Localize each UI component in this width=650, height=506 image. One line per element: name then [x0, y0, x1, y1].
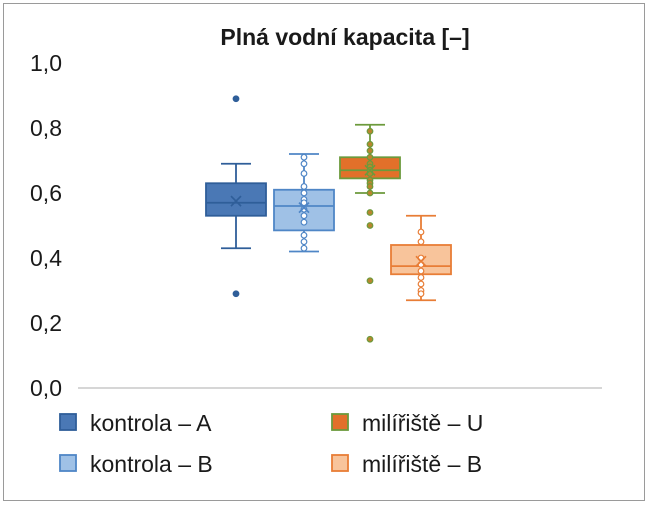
data-point	[366, 153, 374, 161]
data-point	[417, 228, 425, 236]
data-point	[366, 183, 374, 190]
data-point	[300, 199, 308, 207]
legend: kontrola – A kontrola – B milířiště – U mil…	[59, 410, 483, 477]
box-iqr	[205, 182, 267, 217]
legend-item: kontrola – B	[59, 451, 213, 477]
data-point	[300, 189, 308, 197]
data-point	[232, 95, 240, 103]
data-point	[300, 244, 308, 252]
data-point	[366, 189, 374, 197]
box-plot-2	[273, 153, 335, 253]
legend-swatch	[59, 454, 77, 472]
mean-marker	[364, 164, 376, 176]
data-point	[300, 205, 308, 213]
data-point	[300, 170, 308, 177]
data-point	[417, 267, 425, 275]
data-point	[300, 212, 308, 220]
legend-label: milířiště – U	[362, 410, 483, 436]
data-point	[417, 280, 425, 288]
mean-marker	[415, 255, 427, 267]
data-point	[300, 160, 308, 168]
y-axis: 0,0 0,2 0,4 0,6 0,8 1,0	[30, 50, 62, 401]
data-point	[300, 183, 308, 190]
y-tick-label: 0,8	[30, 115, 62, 141]
legend-swatch	[331, 413, 349, 431]
box-plot-4	[390, 214, 452, 302]
legend-swatch	[59, 413, 77, 431]
data-point	[366, 127, 374, 135]
box-plot-3	[339, 123, 401, 343]
mean-marker	[230, 195, 242, 207]
legend-label: kontrola – B	[90, 451, 213, 477]
data-point	[300, 231, 308, 239]
data-point	[232, 290, 240, 298]
legend-label: kontrola – A	[90, 410, 212, 436]
data-point	[366, 209, 374, 216]
data-point	[300, 238, 308, 246]
y-tick-label: 0,6	[30, 180, 62, 206]
y-tick-label: 1,0	[30, 50, 62, 76]
data-point	[366, 335, 374, 343]
legend-item: milířiště – B	[331, 451, 482, 477]
data-point	[300, 153, 308, 161]
chart-title: Plná vodní kapacita [–]	[220, 24, 469, 50]
data-point	[366, 147, 374, 155]
legend-item: milířiště – U	[331, 410, 483, 436]
data-point	[417, 290, 425, 298]
y-tick-label: 0,0	[30, 375, 62, 401]
data-point	[300, 218, 308, 226]
box-plots	[205, 95, 452, 343]
legend-swatch	[331, 454, 349, 472]
data-point	[417, 274, 425, 281]
data-point	[366, 222, 374, 229]
mean-marker	[298, 202, 310, 214]
box-plot-1	[205, 95, 267, 298]
data-point	[366, 277, 374, 285]
data-point	[366, 140, 374, 148]
legend-item: kontrola – A	[59, 410, 212, 436]
legend-label: milířiště – B	[362, 451, 482, 477]
y-tick-label: 0,4	[30, 245, 62, 271]
chart-frame	[3, 3, 645, 501]
y-tick-label: 0,2	[30, 310, 62, 336]
data-point	[417, 238, 425, 246]
